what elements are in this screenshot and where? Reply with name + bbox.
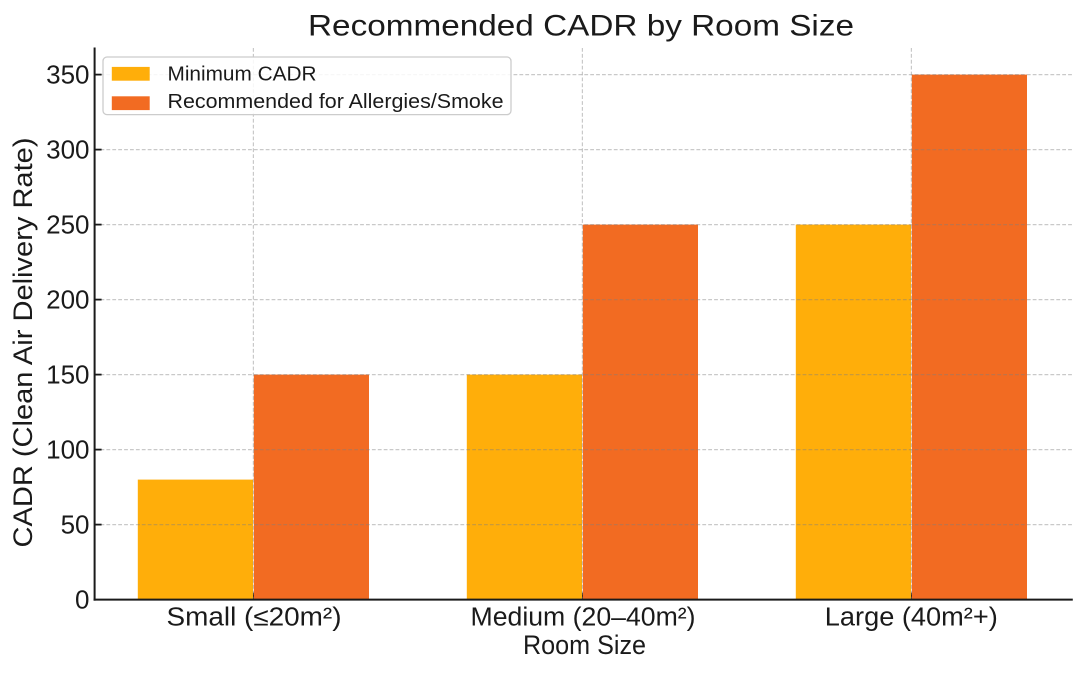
- svg-text:0: 0: [75, 585, 89, 615]
- svg-text:50: 50: [61, 510, 90, 540]
- svg-text:Medium (20–40m²): Medium (20–40m²): [471, 603, 696, 631]
- svg-text:Minimum CADR: Minimum CADR: [168, 64, 317, 86]
- svg-text:150: 150: [46, 360, 89, 390]
- svg-text:350: 350: [46, 60, 89, 90]
- svg-text:Recommended CADR by Room Size: Recommended CADR by Room Size: [308, 10, 854, 43]
- svg-text:Room Size: Room Size: [523, 630, 646, 660]
- svg-text:CADR (Clean Air Delivery Rate): CADR (Clean Air Delivery Rate): [8, 138, 38, 548]
- svg-text:300: 300: [46, 135, 89, 165]
- svg-text:Small (≤20m²): Small (≤20m²): [167, 603, 342, 631]
- svg-text:Recommended for Allergies/Smok: Recommended for Allergies/Smoke: [168, 91, 504, 113]
- svg-text:Large (40m²+): Large (40m²+): [825, 603, 998, 631]
- svg-text:100: 100: [46, 435, 89, 465]
- svg-text:250: 250: [46, 210, 89, 240]
- svg-text:200: 200: [46, 285, 89, 315]
